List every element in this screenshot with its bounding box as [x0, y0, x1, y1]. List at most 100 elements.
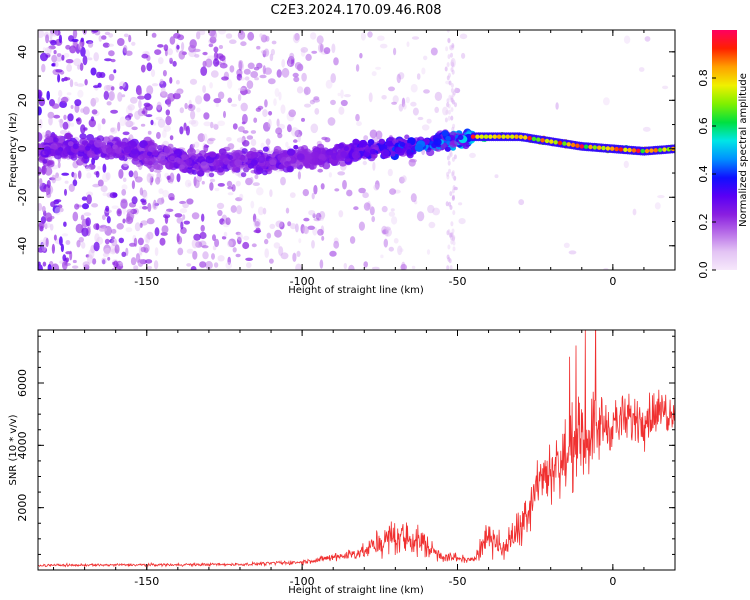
- heatmap-cell: [401, 97, 406, 108]
- heatmap-cell: [250, 138, 257, 147]
- heatmap-cell: [97, 166, 101, 170]
- heatmap-cell: [174, 213, 183, 218]
- heatmap-cell: [114, 147, 122, 154]
- spectrogram-y-ticks: 40 20 0 -20 -40: [16, 45, 675, 271]
- heatmap-cell: [227, 192, 234, 196]
- heatmap-cell: [426, 148, 435, 157]
- heatmap-cell: [208, 43, 214, 48]
- heatmap-cell: [203, 93, 211, 102]
- heatmap-cell: [217, 183, 225, 187]
- heatmap-cell: [253, 117, 258, 123]
- heatmap-cell: [434, 91, 443, 101]
- heatmap-cell: [194, 179, 200, 189]
- x-tick-label: 0: [609, 275, 616, 288]
- heatmap-cell: [227, 256, 231, 266]
- heatmap-cell: [101, 257, 107, 265]
- heatmap-cell: [302, 225, 309, 234]
- heatmap-cell: [444, 66, 448, 72]
- heatmap-cell: [311, 50, 318, 54]
- heatmap-cell: [203, 112, 210, 120]
- heatmap-cell: [178, 50, 186, 60]
- heatmap-cell: [518, 199, 525, 206]
- heatmap-cell: [448, 153, 452, 159]
- heatmap-cell: [410, 193, 417, 203]
- heatmap-cell: [433, 138, 442, 146]
- heatmap-cell: [122, 177, 127, 182]
- heatmap-cell: [308, 210, 316, 216]
- heatmap-cell: [311, 240, 315, 249]
- heatmap-cell: [588, 144, 593, 150]
- heatmap-cell: [618, 147, 624, 152]
- heatmap-cell: [169, 77, 173, 84]
- heatmap-cell: [353, 206, 359, 211]
- heatmap-cell: [229, 65, 235, 73]
- heatmap-cell: [76, 158, 84, 166]
- heatmap-cell: [243, 235, 250, 241]
- heatmap-cell: [146, 62, 153, 72]
- heatmap-cell: [218, 30, 226, 35]
- heatmap-cell: [393, 238, 399, 244]
- heatmap-cell: [135, 253, 141, 263]
- heatmap-cell: [179, 164, 185, 170]
- heatmap-cell: [62, 254, 67, 262]
- heatmap-cell: [447, 115, 451, 121]
- heatmap-cell: [355, 113, 360, 122]
- heatmap-cell: [85, 254, 90, 258]
- heatmap-cell: [216, 202, 225, 210]
- heatmap-cell: [434, 106, 440, 113]
- heatmap-cell: [138, 99, 142, 109]
- heatmap-cell: [179, 126, 184, 135]
- heatmap-cell: [181, 42, 185, 51]
- heatmap-cell: [410, 83, 418, 93]
- heatmap-cell: [338, 210, 344, 218]
- heatmap-cell: [410, 101, 417, 107]
- heatmap-cell: [39, 118, 43, 129]
- heatmap-cell: [140, 246, 146, 253]
- heatmap-cell: [450, 61, 454, 67]
- heatmap-cell: [328, 172, 332, 178]
- heatmap-cell: [389, 188, 397, 195]
- heatmap-cell: [388, 246, 394, 252]
- heatmap-cell: [56, 53, 62, 57]
- heatmap-cell: [448, 201, 452, 207]
- heatmap-cell: [190, 110, 196, 120]
- figure-title: C2E3.2024.170.09.46.R08: [270, 3, 441, 18]
- heatmap-cell: [329, 250, 337, 257]
- heatmap-cell: [300, 47, 309, 53]
- heatmap-cell: [226, 137, 232, 142]
- heatmap-cell: [286, 58, 295, 67]
- heatmap-cell: [155, 116, 163, 121]
- heatmap-cell: [375, 130, 383, 140]
- heatmap-cell: [169, 172, 175, 183]
- heatmap-cell: [123, 45, 128, 53]
- heatmap-cell: [86, 194, 92, 205]
- heatmap-cell: [662, 147, 667, 152]
- heatmap-cell: [41, 63, 46, 73]
- heatmap-cell: [131, 126, 138, 131]
- heatmap-cell: [262, 170, 268, 176]
- heatmap-cell: [69, 79, 74, 88]
- heatmap-cell: [527, 136, 532, 141]
- heatmap-cell: [330, 73, 337, 84]
- heatmap-cell: [101, 35, 107, 40]
- heatmap-cell: [70, 122, 75, 127]
- heatmap-cell: [450, 239, 454, 245]
- heatmap-cell: [54, 149, 62, 156]
- snr-x-ticks: -150 -100 -50 0: [53, 330, 676, 588]
- heatmap-cell: [278, 246, 284, 256]
- heatmap-cell: [246, 80, 254, 89]
- heatmap-cell: [130, 96, 138, 104]
- heatmap-cell: [314, 108, 320, 115]
- heatmap-cell: [453, 175, 457, 181]
- heatmap-cell: [235, 180, 241, 187]
- y-tick-label: 0: [16, 145, 29, 152]
- heatmap-cell: [446, 155, 450, 161]
- x-tick-label: -150: [134, 575, 159, 588]
- colorbar-tick-label: 0.6: [697, 117, 710, 135]
- heatmap-cell: [179, 208, 188, 214]
- heatmap-cell: [309, 162, 317, 170]
- heatmap-cell: [340, 99, 348, 107]
- heatmap-cell: [395, 147, 403, 154]
- heatmap-cell: [76, 83, 85, 87]
- heatmap-cell: [303, 86, 311, 96]
